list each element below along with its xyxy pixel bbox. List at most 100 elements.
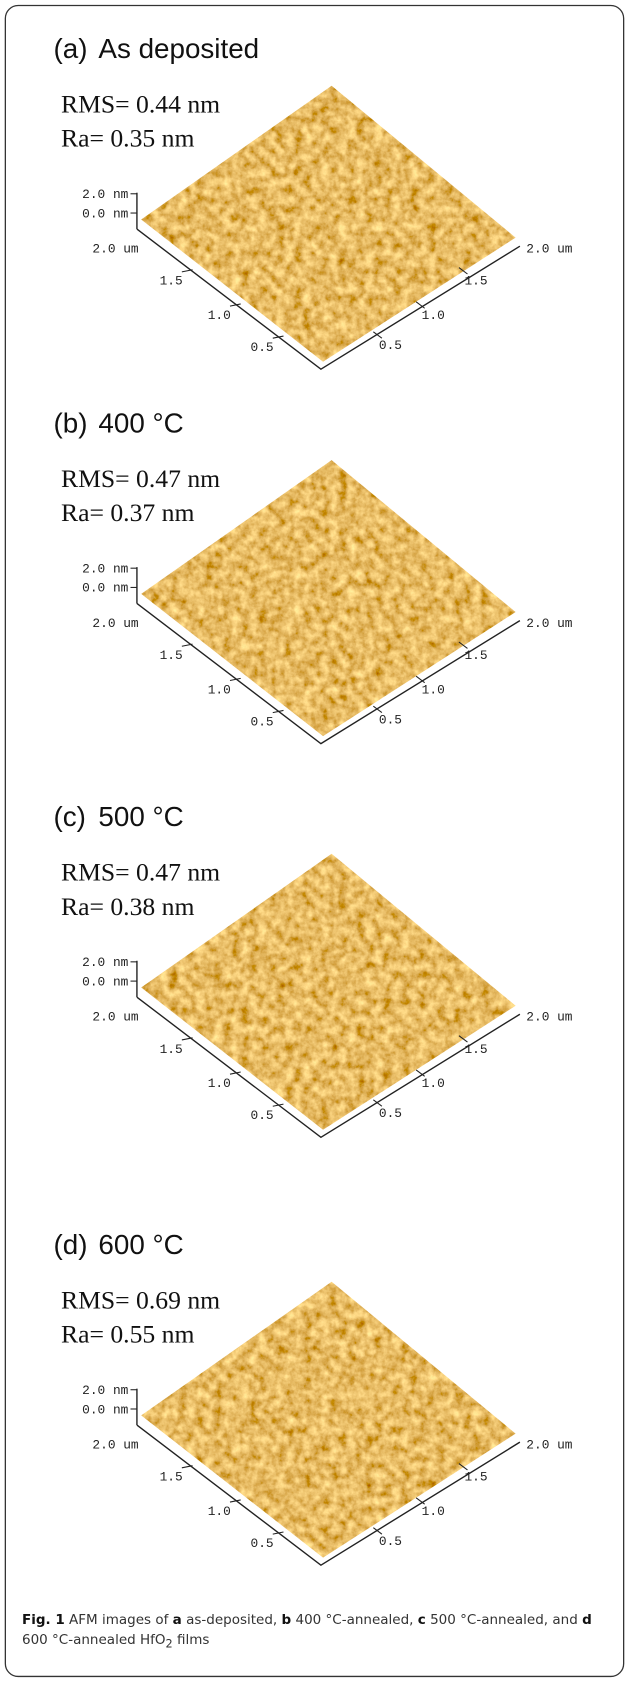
right-axis-label: 1.5 [464,274,487,289]
left-axis-label: 2.0 um [92,1010,138,1025]
left-axis-label: 1.0 [208,308,231,323]
caption-label: Fig. 1 [22,1612,65,1628]
left-axis-label: 1.5 [160,1470,183,1485]
caption-text: films [177,1632,210,1648]
z-tick-label: 0.0 nm [82,206,128,221]
axis-tick [373,1099,383,1107]
right-axis-label: 1.5 [464,1470,487,1485]
left-axis-label: 2.0 um [92,1438,138,1453]
axis-tick [373,705,383,714]
right-axis-label: 1.5 [464,1042,487,1057]
axis-tick [181,269,193,273]
z-tick-label: 0.0 nm [82,581,128,596]
figure-border [4,4,625,1678]
caption: Fig. 1 AFM images of a as-deposited, b 4… [22,1610,612,1655]
left-axis-label: 2.0 um [92,242,138,257]
right-axis-label: 2.0 um [526,1010,572,1025]
axis-tick [458,267,468,275]
axis-tick [272,709,284,714]
caption-text: 500 °C-annealed, and [430,1612,578,1628]
left-axis-label: 0.5 [251,1536,274,1551]
left-axis-label: 0.5 [251,1108,274,1123]
panel-label: (d) [53,1229,87,1260]
axis-tick [229,1499,241,1503]
caption-subscript: 2 [165,1637,173,1651]
axis-tick [229,303,241,307]
caption-text: 600 °C-annealed HfO [22,1632,166,1648]
caption-letter: b [281,1612,292,1628]
ra-value: Ra= 0.55 nm [61,1320,195,1349]
right-axis-label: 2.0 um [526,616,572,631]
left-axis-label: 1.5 [160,648,183,663]
left-axis-label: 1.5 [160,1042,183,1057]
axis-tick [415,301,426,309]
axis-line [136,228,521,371]
left-axis-label: 0.5 [251,714,274,729]
right-axis-label: 1.5 [464,648,487,663]
left-axis-label: 0.5 [251,340,274,355]
caption-text: as-deposited, [186,1612,278,1628]
axis-line [136,602,521,745]
afm-surface [141,460,516,737]
axis-tick [415,675,426,684]
axis-tick [181,1465,193,1469]
axis-tick [415,1497,426,1505]
panel-title: 500 °C [98,801,183,832]
right-axis-label: 2.0 um [526,242,572,257]
left-axis-label: 1.0 [208,1504,231,1519]
right-axis-label: 1.0 [422,308,445,323]
axis-tick [415,1069,426,1077]
right-axis-label: 0.5 [379,1106,402,1121]
z-tick-label: 0.0 nm [82,1402,128,1417]
panel-title: As deposited [98,33,259,64]
caption-letter: a [172,1612,182,1628]
afm-surface [141,1281,516,1558]
axis-tick [373,331,383,339]
left-axis-label: 2.0 um [92,616,138,631]
z-tick-label: 0.0 nm [82,974,128,989]
left-axis-label: 1.0 [208,1076,231,1091]
right-axis-label: 1.0 [422,682,445,697]
panel-title: 400 °C [98,407,183,438]
axis-line [136,996,521,1139]
ra-value: Ra= 0.38 nm [61,892,195,921]
z-tick-label: 2.0 nm [82,955,128,970]
axis-tick [272,1103,284,1107]
panel-label: (a) [53,33,87,64]
right-axis-label: 2.0 um [526,1438,572,1453]
panel-label: (b) [53,407,87,438]
axis-tick [458,641,468,649]
rms-value: RMS= 0.47 nm [61,464,220,493]
ra-value: Ra= 0.35 nm [61,124,195,153]
axis-tick [229,1071,241,1075]
z-tick-label: 2.0 nm [82,561,128,576]
rms-value: RMS= 0.44 nm [61,89,220,118]
ra-value: Ra= 0.37 nm [61,498,195,527]
afm-surface [141,85,516,362]
right-axis-label: 0.5 [379,1534,402,1549]
panel-label: (c) [53,801,85,832]
caption-text: 400 °C-annealed, [295,1612,414,1628]
axis-tick [373,1527,383,1535]
axis-tick [458,1035,468,1043]
right-axis-label: 0.5 [379,338,402,353]
axis-tick [229,677,241,682]
right-axis-label: 1.0 [422,1504,445,1519]
axis-tick [272,1531,284,1535]
z-tick-label: 2.0 nm [82,187,128,202]
axis-tick [181,1037,193,1041]
z-tick-label: 2.0 nm [82,1383,128,1398]
caption-letter: d [582,1612,592,1628]
axis-tick [458,1463,468,1471]
right-axis-label: 1.0 [422,1076,445,1091]
panel-title: 600 °C [98,1229,183,1260]
axis-line [136,1424,521,1567]
rms-value: RMS= 0.69 nm [61,1285,220,1314]
right-axis-label: 0.5 [379,712,402,727]
caption-letter: c [417,1612,426,1628]
axis-tick [272,335,284,339]
afm-surface [141,853,516,1130]
rms-value: RMS= 0.47 nm [61,858,220,887]
